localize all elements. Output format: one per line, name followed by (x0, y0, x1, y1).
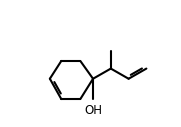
Text: OH: OH (84, 104, 102, 117)
